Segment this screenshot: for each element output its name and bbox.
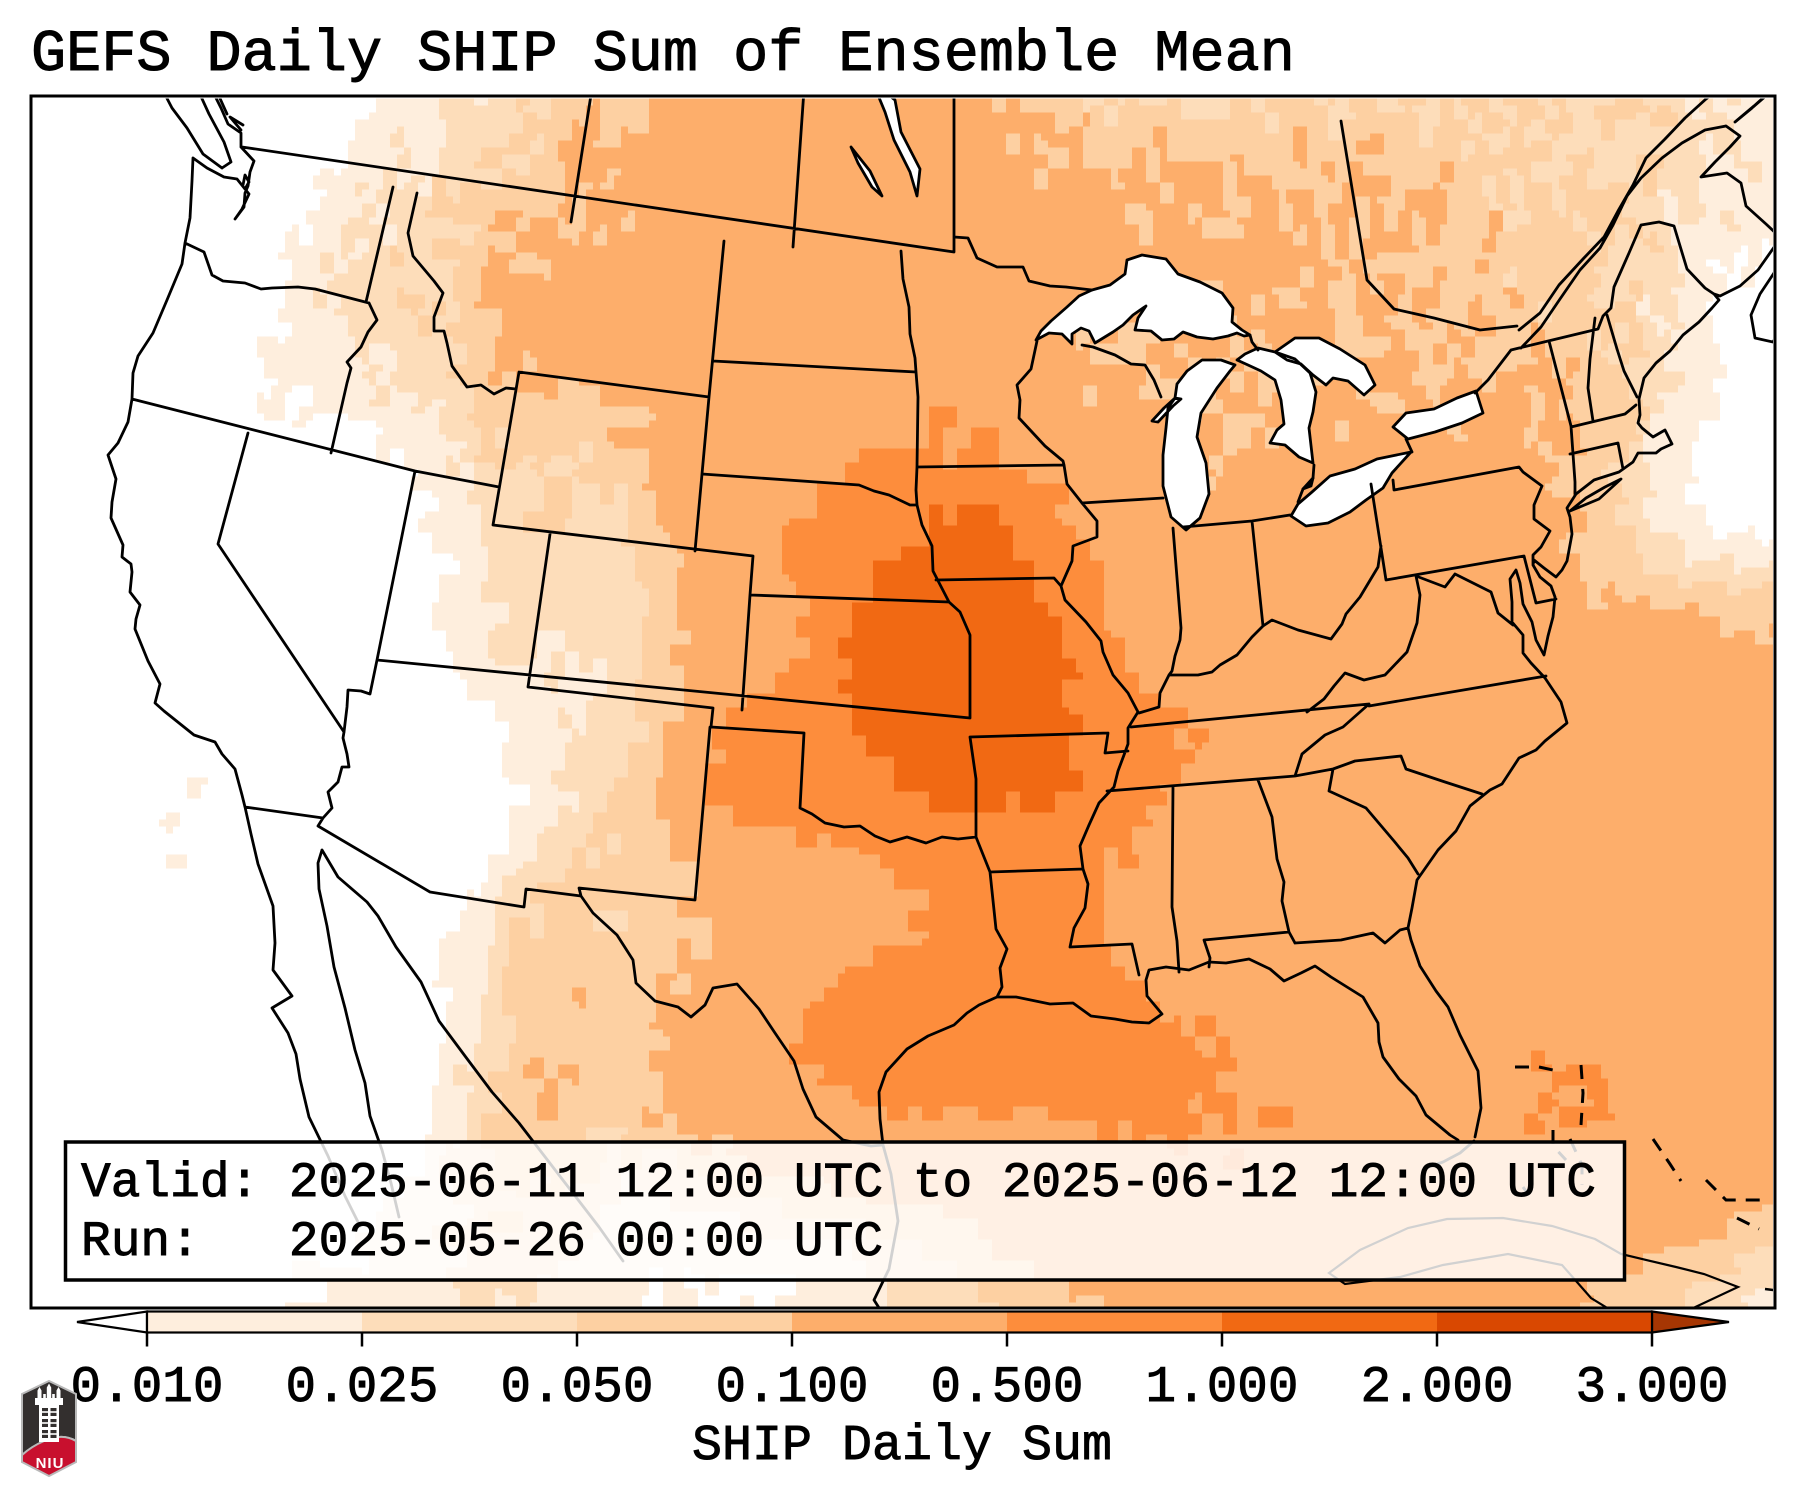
svg-text:2.000: 2.000 (1360, 1360, 1513, 1417)
svg-text:1.000: 1.000 (1145, 1360, 1298, 1417)
svg-text:0.025: 0.025 (285, 1360, 438, 1417)
svg-text:0.100: 0.100 (715, 1360, 868, 1417)
svg-text:SHIP Daily Sum: SHIP Daily Sum (692, 1418, 1112, 1475)
svg-text:0.050: 0.050 (500, 1360, 653, 1417)
svg-text:0.500: 0.500 (930, 1360, 1083, 1417)
svg-text:Valid: 2025-06-11 12:00 UTC to: Valid: 2025-06-11 12:00 UTC to 2025-06-1… (81, 1155, 1596, 1211)
svg-text:NIU: NIU (36, 1455, 65, 1472)
svg-text:0.010: 0.010 (70, 1360, 223, 1417)
svg-text:GEFS Daily SHIP Sum of Ensembl: GEFS Daily SHIP Sum of Ensemble Mean (31, 21, 1295, 88)
svg-text:3.000: 3.000 (1575, 1360, 1728, 1417)
svg-text:Run: 2025-05-26 00:00 UTC: Run: 2025-05-26 00:00 UTC (81, 1214, 883, 1270)
